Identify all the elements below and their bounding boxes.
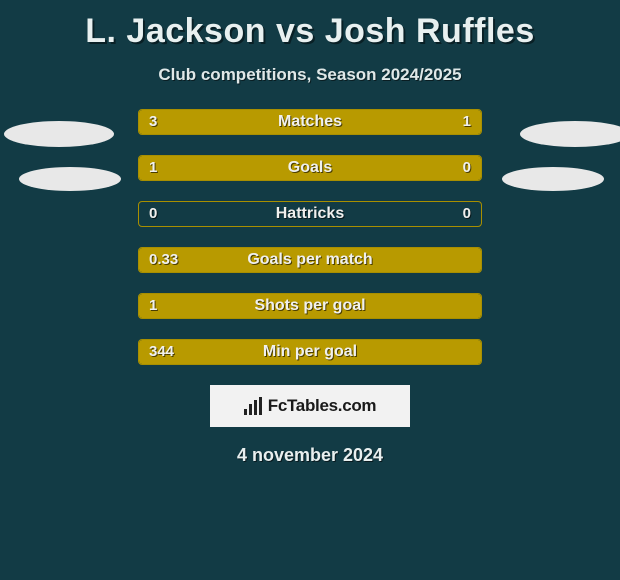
stat-label: Goals [139, 156, 481, 180]
fctables-logo: FcTables.com [210, 385, 410, 427]
stat-row: 1Shots per goal [138, 293, 482, 319]
player-left-club-placeholder [19, 167, 121, 191]
comparison-chart: 31Matches 10Goals 00Hattricks 0.33Goals per… [0, 109, 620, 365]
stat-row: 344Min per goal [138, 339, 482, 365]
stat-row: 31Matches [138, 109, 482, 135]
stat-row: 0.33Goals per match [138, 247, 482, 273]
player-left-avatar-placeholder [4, 121, 114, 147]
stat-label: Goals per match [139, 248, 481, 272]
stat-label: Hattricks [139, 202, 481, 226]
player-right-avatar-placeholder [520, 121, 620, 147]
stat-label: Min per goal [139, 340, 481, 364]
stat-row: 10Goals [138, 155, 482, 181]
logo-text: FcTables.com [268, 396, 377, 416]
stat-row: 00Hattricks [138, 201, 482, 227]
player-right-club-placeholder [502, 167, 604, 191]
page-title: L. Jackson vs Josh Ruffles [0, 0, 620, 51]
stat-label: Matches [139, 110, 481, 134]
logo-bars-icon [244, 397, 262, 415]
subtitle: Club competitions, Season 2024/2025 [0, 65, 620, 85]
stat-label: Shots per goal [139, 294, 481, 318]
generated-date: 4 november 2024 [0, 445, 620, 466]
